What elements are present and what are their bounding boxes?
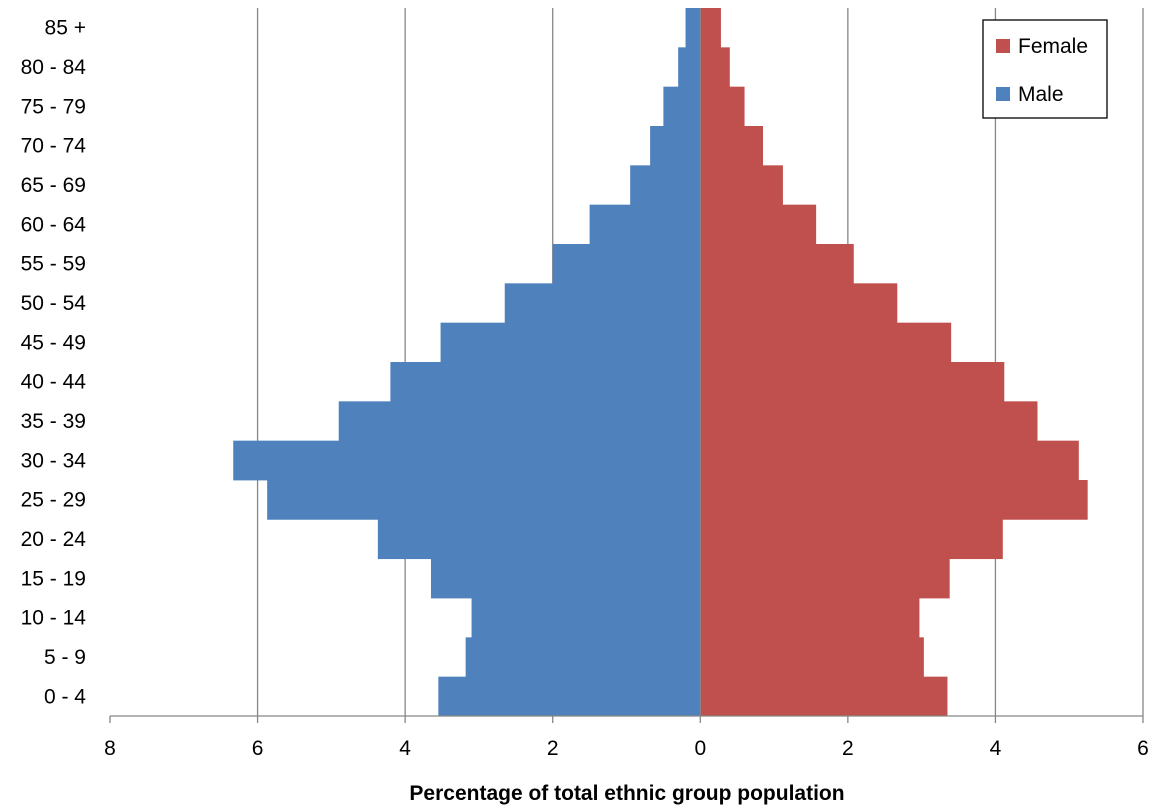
y-tick-label: 85 +: [45, 17, 86, 40]
y-tick-label: 25 - 29: [21, 489, 86, 512]
bar-male-6: [233, 440, 701, 481]
y-tick-label: 30 - 34: [21, 449, 87, 472]
x-tick-label: 2: [547, 737, 559, 760]
bar-female-14: [700, 126, 764, 166]
bar-male-3: [430, 558, 701, 599]
y-tick-label: 35 - 39: [21, 410, 86, 433]
x-tick-label: 4: [990, 737, 1002, 760]
y-tick-label: 75 - 79: [21, 95, 86, 118]
y-tick-label: 80 - 84: [21, 56, 87, 79]
bar-male-17: [685, 8, 701, 48]
legend-label-male: Male: [1018, 83, 1064, 106]
bar-female-4: [700, 519, 1003, 560]
legend-swatch-male: [996, 87, 1010, 101]
bar-male-8: [390, 362, 701, 402]
x-tick-label: 8: [104, 737, 116, 760]
bar-female-6: [700, 440, 1079, 481]
y-tick-label: 45 - 49: [21, 331, 86, 354]
x-tick-label: 4: [399, 737, 411, 760]
x-axis-title: Percentage of total ethnic group populat…: [409, 782, 844, 805]
bar-female-13: [700, 165, 783, 206]
bar-male-10: [504, 283, 701, 324]
y-axis-tick-labels: 0 - 4 5 - 9 10 - 14 15 - 19 20 - 24 25 - 29 30…: [21, 17, 87, 709]
y-tick-label: 10 - 14: [21, 607, 87, 630]
bar-male-0: [438, 676, 701, 717]
y-tick-label: 40 - 44: [21, 371, 87, 394]
bar-female-10: [700, 283, 898, 324]
legend: Female Male: [982, 19, 1108, 119]
bar-male-13: [630, 165, 701, 206]
bar-female-1: [700, 637, 924, 678]
y-tick-label: 15 - 19: [21, 567, 86, 590]
bar-male-1: [465, 637, 701, 678]
bar-female-11: [700, 244, 854, 284]
bar-male-15: [663, 86, 701, 127]
bar-female-12: [700, 204, 817, 245]
bar-female-15: [700, 86, 745, 127]
bar-male-2: [471, 598, 701, 638]
bar-female-5: [700, 480, 1088, 520]
bar-female-16: [700, 47, 730, 88]
y-tick-label: 55 - 59: [21, 253, 86, 276]
legend-swatch-female: [996, 39, 1010, 53]
y-tick-label: 0 - 4: [44, 685, 86, 708]
y-tick-label: 50 - 54: [21, 292, 87, 315]
bar-female-3: [700, 558, 950, 599]
y-tick-label: 60 - 64: [21, 213, 87, 236]
y-tick-label: 20 - 24: [21, 528, 87, 551]
bar-male-5: [267, 480, 701, 520]
x-tick-label: 6: [1137, 737, 1149, 760]
bar-female-8: [700, 362, 1005, 402]
legend-box: [982, 19, 1108, 119]
x-axis-ticks: 8 6 4 2 0 2 4 6: [104, 716, 1149, 760]
bar-female-9: [700, 322, 952, 363]
bar-female-0: [700, 676, 948, 717]
x-tick-label: 2: [842, 737, 854, 760]
bar-female-7: [700, 401, 1038, 442]
bar-male-11: [552, 244, 701, 284]
x-tick-label: 0: [694, 737, 706, 760]
legend-label-female: Female: [1018, 35, 1088, 58]
bar-female-2: [700, 598, 920, 638]
bar-male-4: [377, 519, 701, 560]
y-tick-label: 70 - 74: [21, 135, 87, 158]
bar-female-17: [700, 8, 721, 48]
bar-male-7: [338, 401, 701, 442]
bars: [233, 8, 1088, 717]
bar-male-16: [678, 47, 701, 88]
y-tick-label: 5 - 9: [44, 646, 86, 669]
bar-male-12: [589, 204, 701, 245]
x-tick-label: 6: [252, 737, 264, 760]
y-tick-label: 65 - 69: [21, 174, 86, 197]
bar-male-9: [440, 322, 701, 363]
bar-male-14: [650, 126, 701, 166]
